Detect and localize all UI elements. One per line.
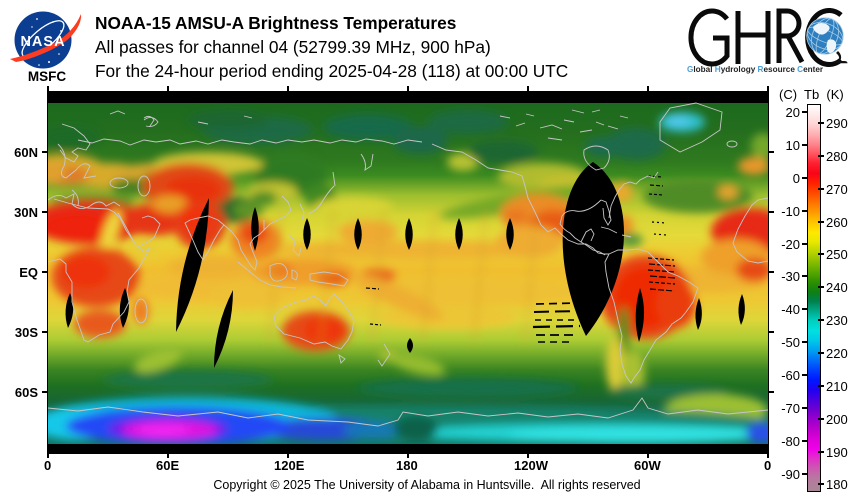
svg-text:MSFC: MSFC: [28, 69, 66, 81]
svg-text:Global Hydrology Resource Cent: Global Hydrology Resource Center: [687, 65, 824, 74]
svg-text:NASA: NASA: [20, 34, 65, 50]
